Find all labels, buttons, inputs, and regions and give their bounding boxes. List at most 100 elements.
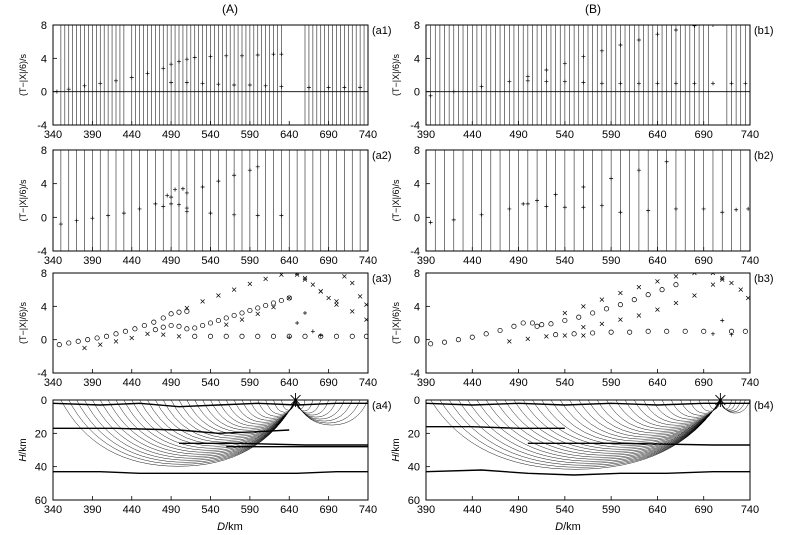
data-point-circle: [85, 337, 91, 343]
x-tick-label: 490: [162, 129, 180, 141]
panel-b3: 390 440 490 540 590 640 690 740 -4 0 4 8 (T−|X|/6)/s…: [391, 268, 774, 389]
data-point-plus: [82, 83, 87, 88]
series-a3-5: [82, 331, 182, 351]
data-point-plus: [161, 204, 166, 209]
data-point-plus: [224, 53, 229, 58]
interface-line: [53, 427, 290, 435]
x-tick-label: 540: [201, 255, 219, 267]
data-point-circle: [176, 309, 182, 315]
data-point-circle: [576, 314, 582, 320]
data-point-x: [729, 280, 734, 286]
data-point-circle: [701, 328, 707, 334]
series-a3-3: [184, 273, 368, 311]
data-point-x: [161, 332, 166, 337]
data-point-x: [655, 307, 660, 312]
data-point-plus: [664, 159, 669, 164]
data-point-plus: [618, 43, 623, 47]
data-point-x: [599, 297, 605, 302]
y-tick-label: 20: [35, 428, 47, 440]
y-tick-label: 0: [41, 335, 47, 347]
ray-path: [281, 400, 296, 411]
data-point-plus: [710, 331, 715, 336]
series-b3-3: [562, 273, 750, 316]
data-point-plus: [287, 335, 292, 340]
data-point-x: [507, 339, 512, 344]
ray-path: [689, 400, 721, 414]
data-point-plus: [729, 81, 734, 86]
data-point-plus: [655, 32, 660, 37]
ray-path: [708, 400, 721, 410]
x-tick-label: 740: [741, 377, 759, 389]
x-tick-label: 590: [602, 504, 620, 516]
ray-path: [265, 400, 296, 415]
y-tick-label: 4: [41, 179, 47, 191]
data-point-circle: [160, 324, 166, 330]
ray-path: [295, 400, 314, 412]
y-axis-label: (T−|X|/6)/s: [18, 54, 28, 96]
y-tick-label: 20: [408, 428, 420, 440]
data-point-x: [255, 311, 260, 317]
data-point-x: [599, 321, 605, 327]
data-point-circle: [608, 329, 614, 335]
data-point-plus: [184, 209, 189, 214]
data-point-x: [745, 295, 750, 301]
data-point-circle: [286, 295, 292, 301]
plot-area-a2: [58, 150, 361, 251]
data-point-plus: [306, 85, 311, 90]
x-tick-label: 440: [123, 377, 141, 389]
data-point-circle: [168, 311, 174, 317]
x-tick-label: 490: [509, 255, 527, 267]
data-point-plus: [507, 206, 512, 211]
series-b2-1: [525, 201, 604, 210]
data-point-circle: [742, 328, 748, 334]
panel-a3: 340 390 440 490 540 590 640 690 740 -4 0 4 8 (T−|X|/6…: [18, 268, 392, 389]
data-point-plus: [525, 78, 530, 83]
data-point-plus: [255, 53, 260, 57]
data-point-circle: [223, 333, 229, 339]
y-axis-label: H/km: [391, 438, 402, 461]
data-point-x: [224, 322, 229, 327]
y-tick-label: 4: [414, 53, 420, 65]
data-point-plus: [58, 222, 63, 227]
series-a3-0: [56, 308, 190, 348]
y-tick-label: 8: [41, 20, 47, 32]
data-point-plus: [544, 68, 549, 72]
data-point-circle: [239, 310, 245, 316]
data-point-circle: [184, 308, 190, 314]
interface-line: [527, 442, 750, 446]
data-point-plus: [701, 206, 706, 211]
data-point-x: [738, 287, 743, 292]
data-point-circle: [511, 323, 517, 329]
data-point-plus: [710, 81, 715, 86]
data-point-plus: [192, 55, 197, 60]
panel-frame: [425, 399, 751, 501]
series-a1-1: [169, 80, 363, 90]
y-tick-label: 0: [414, 87, 420, 99]
plot-area-a3: [56, 273, 368, 351]
panel-frame: [425, 272, 751, 374]
data-point-x: [692, 273, 697, 276]
x-tick-label: 440: [123, 255, 141, 267]
data-point-plus: [114, 78, 118, 83]
data-point-circle: [631, 297, 637, 303]
y-axis-label: (T−|X|/6)/s: [18, 302, 28, 344]
data-point-plus: [599, 81, 604, 86]
data-point-circle: [270, 300, 277, 306]
data-point-circle: [215, 317, 221, 324]
data-point-circle: [520, 320, 526, 326]
data-point-x: [302, 275, 308, 281]
data-point-x: [176, 334, 182, 339]
data-point-plus: [734, 207, 739, 212]
data-point-circle: [548, 321, 554, 327]
data-point-circle: [363, 333, 368, 339]
data-point-x: [247, 281, 253, 287]
data-point-circle: [66, 340, 72, 346]
x-tick-label: 640: [648, 129, 666, 141]
x-tick-label: 390: [417, 504, 435, 516]
x-tick-label: 390: [417, 129, 435, 141]
x-tick-label: 740: [741, 504, 759, 516]
data-point-circle: [529, 320, 536, 326]
data-point-plus: [655, 81, 660, 86]
data-point-x: [271, 304, 276, 310]
